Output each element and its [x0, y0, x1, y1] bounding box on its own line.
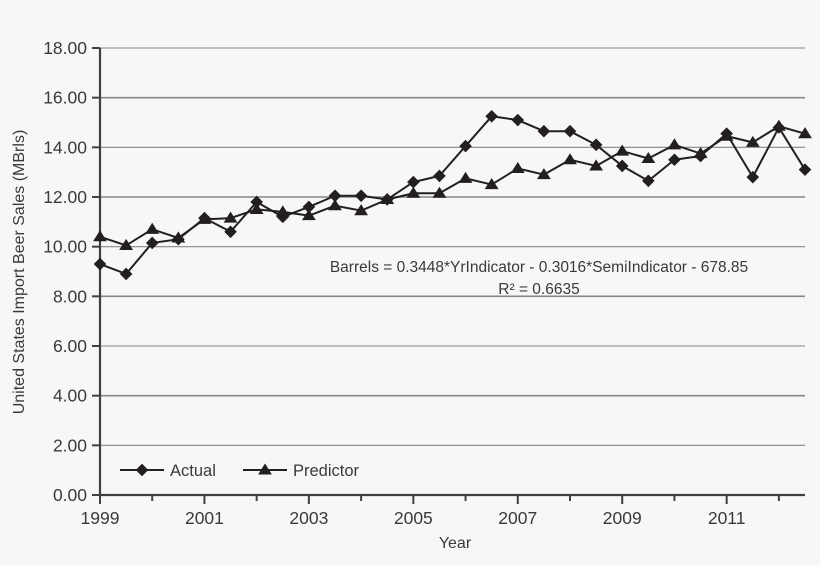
- point-actual-2006H1: [459, 139, 472, 153]
- point-actual-2001H2: [224, 225, 237, 239]
- legend-marker-diamond: [135, 463, 149, 477]
- regression-equation-line1: Barrels = 0.3448*YrIndicator - 0.3016*Se…: [330, 259, 748, 276]
- point-actual-2006H2: [485, 109, 498, 123]
- y-tick-label-16.00: 16.00: [43, 88, 87, 108]
- regression-r2-line2: R² = 0.6635: [498, 281, 579, 298]
- point-predictor-2005H2: [432, 186, 447, 198]
- point-actual-1999H1: [93, 257, 107, 271]
- point-actual-2009H2: [642, 174, 655, 188]
- legend-label-predictor: Predictor: [293, 462, 360, 480]
- point-predictor-2009H1: [615, 144, 630, 156]
- point-predictor-2001H1: [197, 212, 212, 224]
- y-tick-label-18.00: 18.00: [43, 38, 87, 58]
- point-actual-2007H1: [511, 113, 525, 127]
- point-predictor-2005H1: [406, 186, 421, 198]
- point-predictor-2002H2: [275, 205, 290, 217]
- point-actual-2010H1: [668, 153, 681, 167]
- x-axis-title: Year: [439, 535, 472, 552]
- y-tick-label-4.00: 4.00: [53, 386, 87, 406]
- x-tick-label-2001: 2001: [185, 508, 224, 528]
- data-series-group: [93, 109, 812, 281]
- point-actual-2008H2: [589, 138, 603, 152]
- x-tick-label-2009: 2009: [603, 508, 642, 528]
- point-predictor-1999H2: [119, 238, 134, 250]
- series-line-actual: [99, 115, 806, 275]
- gridlines-group: [100, 47, 805, 446]
- point-actual-2007H2: [537, 124, 551, 138]
- y-tick-label-8.00: 8.00: [53, 286, 87, 306]
- y-tick-label-0.00: 0.00: [53, 485, 87, 505]
- point-actual-2008H1: [563, 124, 577, 138]
- point-predictor-2007H1: [510, 161, 525, 173]
- point-predictor-2006H2: [484, 178, 499, 190]
- x-tick-label-2011: 2011: [708, 508, 746, 528]
- point-predictor-2000H1: [145, 222, 160, 234]
- x-axis-ticks-group: 1999 2001 2003 2005 2007 2009 2011: [81, 495, 780, 528]
- x-tick-label-1999: 1999: [81, 508, 120, 528]
- point-predictor-2007H2: [536, 168, 551, 180]
- point-actual-2011H2: [746, 170, 760, 184]
- point-predictor-2004H2: [380, 192, 395, 205]
- chart-legend: Actual Predictor: [120, 462, 360, 480]
- point-predictor-2001H2: [223, 211, 238, 223]
- y-tick-label-6.00: 6.00: [53, 336, 87, 356]
- series-line-predictor: [99, 125, 806, 247]
- y-tick-label-12.00: 12.00: [43, 187, 87, 207]
- point-predictor-2010H1: [667, 138, 682, 150]
- series-predictor: [93, 119, 812, 250]
- point-predictor-2009H2: [641, 151, 656, 164]
- x-tick-label-2003: 2003: [289, 508, 328, 528]
- point-predictor-2011H1: [719, 129, 734, 141]
- point-predictor-2008H1: [563, 153, 577, 165]
- y-axis-ticks-group: 0.00 2.00 4.00 6.00 8.00 10.00 12.00 14.00 16.00…: [43, 38, 100, 505]
- y-tick-label-10.00: 10.00: [43, 237, 87, 257]
- legend-item-predictor: Predictor: [243, 462, 360, 480]
- point-actual-1999H2: [119, 267, 133, 281]
- point-predictor-2004H1: [354, 204, 369, 216]
- x-tick-label-2007: 2007: [498, 508, 537, 528]
- point-actual-2005H2: [433, 169, 446, 183]
- point-predictor-2002H1: [249, 202, 264, 214]
- legend-marker-triangle: [258, 463, 272, 475]
- y-tick-label-2.00: 2.00: [53, 435, 87, 455]
- point-predictor-2012H1: [771, 119, 786, 131]
- point-actual-2012H2: [798, 163, 812, 176]
- point-predictor-2011H2: [745, 135, 760, 147]
- point-predictor-2003H1: [301, 209, 316, 221]
- legend-item-actual: Actual: [120, 462, 216, 480]
- point-predictor-2000H2: [171, 231, 186, 243]
- y-axis-title: United States Import Beer Sales (MBrls): [11, 130, 28, 415]
- point-actual-2000H1: [145, 236, 159, 250]
- point-actual-2009H1: [615, 159, 629, 173]
- point-predictor-2008H2: [589, 159, 604, 171]
- point-predictor-2003H2: [328, 199, 342, 211]
- x-tick-label-2005: 2005: [394, 508, 433, 528]
- point-predictor-2006H1: [458, 171, 473, 183]
- point-predictor-2010H2: [693, 146, 708, 159]
- y-tick-label-14.00: 14.00: [43, 137, 87, 157]
- legend-label-actual: Actual: [170, 462, 216, 480]
- point-actual-2004H1: [354, 189, 368, 203]
- point-predictor-1999H1: [93, 230, 107, 242]
- point-predictor-2012H2: [798, 127, 812, 139]
